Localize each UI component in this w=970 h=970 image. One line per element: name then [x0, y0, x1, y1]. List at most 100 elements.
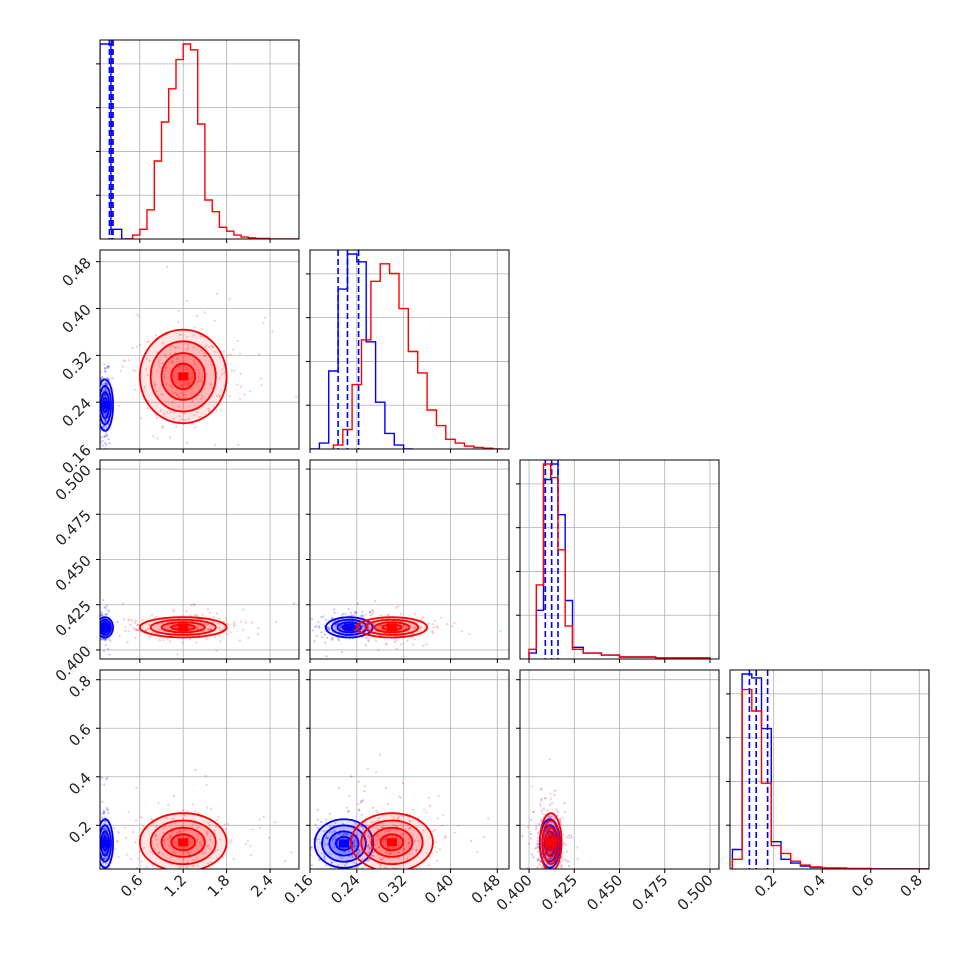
scatter-point [232, 891, 234, 893]
scatter-point [285, 878, 287, 880]
scatter-point [536, 837, 539, 840]
scatter-point [173, 610, 176, 613]
scatter-point [377, 846, 380, 849]
scatter-point [234, 884, 236, 886]
scatter-point [181, 835, 184, 838]
scatter-point [357, 852, 360, 855]
scatter-point [345, 862, 348, 865]
scatter-point [104, 834, 108, 837]
scatter-point [550, 859, 554, 862]
scatter-point [203, 630, 206, 633]
scatter-point [347, 848, 350, 852]
scatter-point [200, 349, 203, 352]
scatter-point [372, 610, 375, 613]
scatter-point [402, 847, 405, 850]
scatter-point [368, 849, 371, 852]
scatter-point [364, 644, 367, 647]
scatter-point [369, 611, 372, 614]
scatter-point [363, 790, 366, 793]
scatter-point [239, 398, 242, 401]
scatter-point [334, 623, 337, 626]
scatter-point [387, 847, 391, 850]
scatter-point [393, 640, 397, 643]
scatter-point [377, 838, 381, 841]
scatter-point [544, 797, 547, 800]
scatter-point [182, 847, 186, 850]
scatter-point [399, 796, 402, 799]
scatter-point [300, 841, 302, 843]
scatter-point [343, 851, 346, 854]
scatter-point [127, 629, 130, 632]
scatter-point [336, 864, 340, 867]
scatter-point [337, 637, 340, 640]
scatter-point [210, 386, 214, 390]
scatter-point [186, 368, 189, 371]
scatter-point [361, 615, 364, 618]
scatter-point [330, 636, 334, 639]
scatter-point [193, 472, 195, 474]
scatter-point [526, 866, 529, 869]
scatter-point [499, 630, 502, 633]
scatter-point [262, 815, 265, 819]
scatter-point [181, 824, 184, 827]
scatter-point [436, 626, 439, 629]
scatter-point [98, 630, 100, 632]
scatter-point [349, 611, 352, 614]
scatter-point [195, 397, 198, 400]
scatter-point [204, 346, 207, 349]
scatter-point [104, 367, 107, 370]
scatter-point [348, 855, 351, 859]
scatter-point [378, 837, 381, 840]
scatter-point [185, 866, 189, 869]
scatter-point [94, 866, 96, 868]
scatter-point [64, 397, 66, 399]
scatter-point [171, 401, 174, 404]
scatter-point [356, 602, 359, 605]
scatter-point [377, 817, 381, 820]
scatter-point [162, 831, 165, 835]
scatter-point [300, 848, 302, 850]
scatter-point [327, 836, 330, 839]
scatter-point [380, 624, 383, 627]
scatter-point [385, 643, 388, 646]
scatter-point [540, 787, 543, 790]
scatter-point [422, 829, 425, 832]
contour-level [149, 340, 217, 413]
scatter-point [537, 823, 540, 826]
scatter-point [306, 838, 308, 840]
scatter-point [104, 833, 107, 836]
scatter-point [379, 858, 382, 861]
scatter-point [103, 834, 106, 837]
scatter-point [106, 872, 108, 874]
panel-3-3: 0.2 0.4 0.6 0.8 [726, 669, 930, 901]
contour-level [324, 616, 374, 639]
scatter-point [325, 837, 328, 840]
histogram-series-1 [528, 463, 711, 659]
scatter-point [348, 794, 351, 798]
scatter-point [553, 865, 556, 869]
scatter-point [228, 841, 232, 844]
scatter-point [556, 810, 560, 814]
scatter-point [305, 815, 307, 817]
scatter-point [134, 636, 137, 640]
scatter-point [210, 808, 213, 811]
scatter-point [138, 850, 141, 853]
x-tick-label: 0.475 [628, 871, 671, 914]
scatter-point [192, 864, 196, 867]
panel-3-2: 0.400 0.425 0.450 0.475 0.500 [493, 669, 720, 914]
contour-level [149, 618, 217, 636]
scatter-point [128, 618, 131, 621]
scatter-point [106, 776, 109, 779]
scatter-point [556, 814, 559, 817]
scatter-point [103, 811, 106, 814]
contour-level [138, 616, 228, 639]
scatter-point [201, 852, 204, 855]
scatter-point [116, 839, 119, 843]
scatter-point [360, 825, 364, 828]
scatter-point [369, 873, 371, 875]
scatter-point [258, 818, 261, 821]
scatter-point [385, 642, 388, 646]
scatter-point [223, 925, 225, 927]
scatter-point [336, 618, 339, 621]
scatter-point [353, 822, 356, 825]
